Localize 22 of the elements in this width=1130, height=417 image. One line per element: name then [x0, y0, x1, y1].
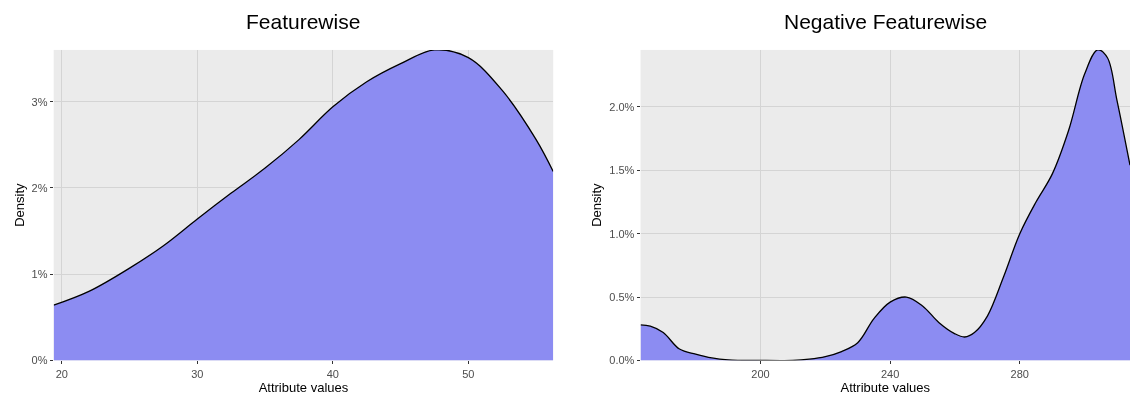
y-tick-label: 0.0%: [609, 354, 635, 367]
x-tick-label: 240: [880, 367, 900, 380]
x-tick-label: 40: [326, 367, 339, 380]
chart-title: Negative Featurewise: [784, 10, 988, 33]
y-tick-label: 0%: [31, 354, 48, 367]
x-tick-label: 280: [1010, 367, 1029, 380]
x-tick-label: 30: [191, 367, 204, 380]
y-tick-label: 2%: [31, 181, 48, 194]
x-axis-title: Attribute values: [840, 379, 931, 395]
y-tick-label: 1%: [31, 268, 48, 281]
y-tick-label: 0.5%: [609, 290, 635, 303]
x-tick-label: 50: [462, 367, 475, 380]
y-tick-label: 1.0%: [609, 227, 635, 240]
y-tick-label: 2.0%: [609, 100, 635, 113]
y-tick-label: 1.5%: [609, 164, 635, 177]
x-tick-label: 200: [751, 367, 770, 380]
y-axis-title: Density: [589, 183, 605, 227]
chart-title: Featurewise: [246, 10, 361, 33]
y-tick-label: 3%: [31, 95, 48, 108]
x-axis-title: Attribute values: [258, 379, 349, 395]
y-axis-title: Density: [11, 183, 27, 227]
x-tick-label: 20: [55, 367, 68, 380]
